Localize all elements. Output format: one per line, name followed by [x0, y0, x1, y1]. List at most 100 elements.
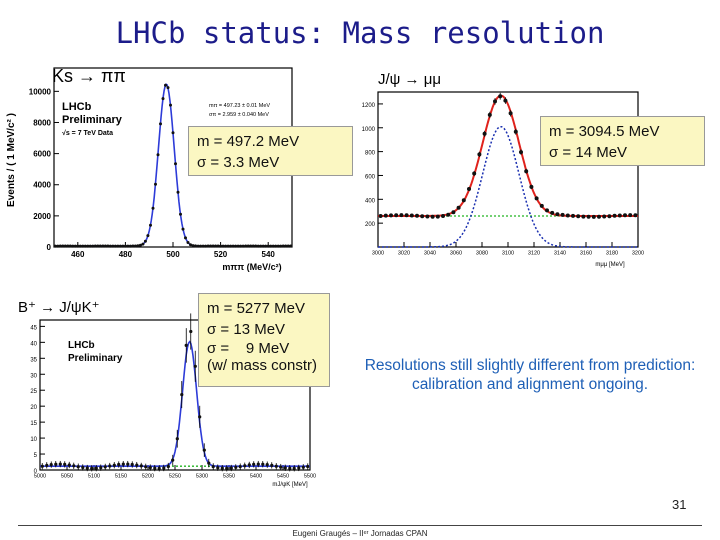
data-point [156, 153, 160, 157]
data-point [247, 463, 251, 467]
data-point [126, 462, 130, 466]
data-point [161, 97, 165, 101]
data-point [239, 244, 243, 248]
data-point [116, 244, 120, 248]
data-point [40, 464, 44, 468]
data-point [430, 214, 435, 219]
data-point [467, 187, 471, 191]
jpsi-mass-plot: 200 400 600 800 1000 1200 3000 3020 3040 3060 3080… [348, 62, 644, 268]
y-tick-label: 10000 [29, 87, 52, 96]
data-point [220, 466, 224, 470]
bplus-constr-note: (w/ mass constr) [207, 357, 318, 374]
data-point [174, 162, 177, 166]
data-point [153, 466, 157, 470]
x-tick-label: 480 [119, 250, 133, 259]
data-point [269, 244, 273, 248]
data-point [265, 463, 269, 467]
data-point [193, 364, 197, 368]
y-tick-label: 15 [30, 421, 37, 427]
x-tick-label: 3120 [528, 251, 540, 257]
x-tick-label: 3020 [398, 251, 410, 257]
data-point [162, 466, 166, 470]
data-point [259, 244, 263, 248]
data-point [607, 214, 612, 219]
data-point [56, 244, 60, 248]
data-point [283, 466, 287, 470]
data-point [121, 244, 125, 248]
data-point [301, 465, 305, 469]
data-point [211, 465, 215, 469]
jpsi-result-box: m = 3094.5 MeV σ = 14 MeV [540, 116, 705, 166]
data-point [244, 244, 248, 248]
bplus-legend-line1: LHCb [68, 340, 95, 351]
x-tick-label: 3160 [580, 251, 592, 257]
data-point [112, 463, 116, 467]
data-point [171, 458, 175, 462]
data-point [133, 244, 137, 248]
data-point [130, 462, 134, 467]
slide-title: LHCb status: Mass resolution [115, 16, 605, 50]
bplus-mass-value: m = 5277 MeV [207, 300, 305, 317]
data-point [216, 466, 220, 470]
data-point [207, 461, 211, 465]
data-point [246, 244, 250, 248]
page-number: 31 [672, 497, 687, 512]
y-tick-label: 200 [365, 222, 376, 228]
data-point [545, 208, 549, 213]
data-point [144, 465, 148, 469]
data-point [123, 244, 127, 248]
data-point [224, 244, 228, 248]
x-tick-label: 3180 [606, 251, 618, 257]
data-point [623, 213, 627, 218]
data-point [249, 244, 253, 248]
data-point [101, 244, 105, 248]
data-point [284, 244, 288, 248]
y-tick-label: 45 [30, 325, 37, 331]
data-point [135, 463, 139, 467]
y-tick-label: 30 [30, 373, 37, 379]
data-point [99, 466, 103, 470]
y-tick-label: 2000 [33, 212, 51, 221]
data-point [136, 244, 140, 248]
data-point [138, 243, 142, 247]
y-tick-label: 35 [30, 357, 37, 363]
data-point [508, 111, 513, 116]
y-tick-label: 5 [34, 453, 38, 459]
ks-x-axis-label: mππ (MeV/c²) [222, 262, 281, 272]
data-point [211, 244, 215, 248]
data-point [498, 94, 503, 99]
data-point [234, 465, 238, 469]
data-point [108, 244, 112, 248]
data-point [383, 213, 388, 218]
data-point [72, 464, 76, 468]
data-point [117, 462, 121, 467]
data-point [276, 244, 280, 248]
data-point [121, 462, 125, 466]
data-point [169, 103, 172, 107]
data-point [252, 462, 256, 466]
data-point [279, 244, 283, 248]
data-point [103, 244, 107, 248]
data-point [96, 244, 100, 248]
data-point [487, 112, 492, 117]
ks-y-axis-label: Events / ( 1 MeV/c² ) [6, 113, 17, 207]
x-tick-label: 5350 [223, 474, 235, 480]
data-point [586, 214, 591, 219]
y-tick-label: 1000 [362, 127, 376, 133]
data-point [86, 244, 90, 248]
bplus-x-axis-label: mJ/ψK [MeV] [272, 482, 308, 488]
footer-text: Eugeni Graugés – IIᵉʳ Jornadas CPAN [292, 529, 428, 538]
data-point [106, 244, 110, 248]
data-point [271, 244, 275, 248]
data-point [243, 464, 247, 468]
data-point [415, 213, 419, 218]
data-point [58, 462, 62, 466]
data-point [513, 129, 518, 134]
data-point [128, 244, 132, 248]
x-tick-label: 3100 [502, 251, 514, 257]
ks-legend-line2: Preliminary [62, 114, 123, 126]
data-point [63, 462, 67, 466]
x-tick-label: 5450 [277, 474, 289, 480]
data-point [581, 214, 586, 219]
data-point [306, 464, 310, 469]
